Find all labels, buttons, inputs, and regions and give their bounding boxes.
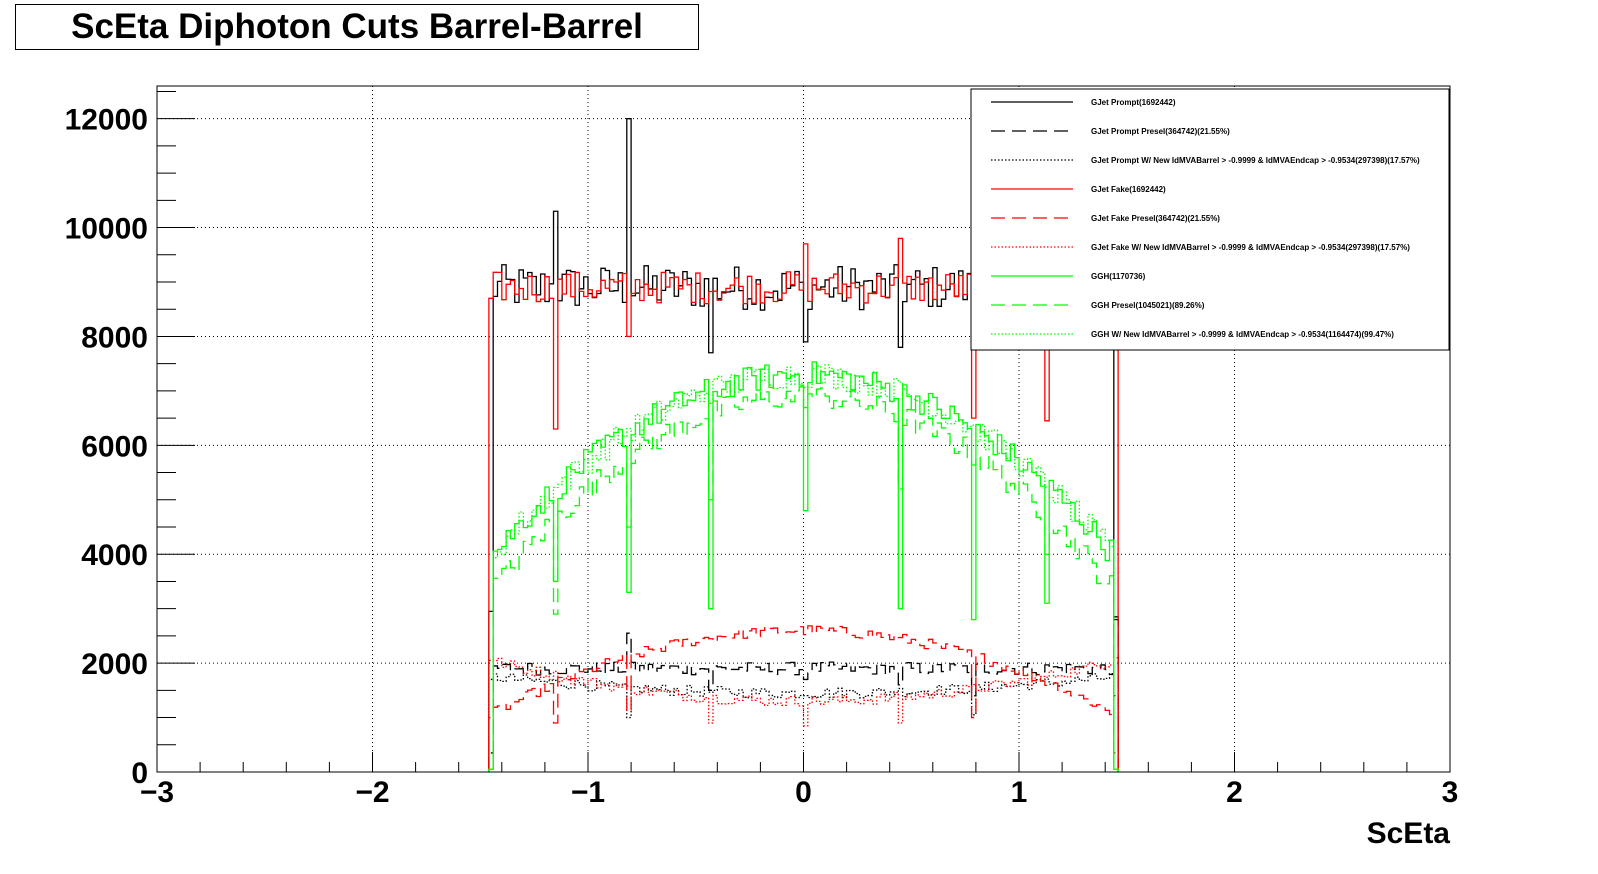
series-line-7 [488, 386, 1119, 772]
x-axis-title: ScEta [1367, 817, 1451, 850]
x-tick-label: 3 [1442, 776, 1459, 809]
y-tick-label: 8000 [81, 321, 148, 354]
legend-label-7: GGH Presel(1045021)(89.26%) [1091, 301, 1205, 310]
y-tick-label: 0 [131, 757, 148, 790]
y-tick-label: 2000 [81, 648, 148, 681]
legend-box [970, 88, 1450, 351]
x-tick-label: 1 [1011, 776, 1028, 809]
x-tick-label: −3 [140, 776, 174, 809]
series-line-8 [488, 364, 1119, 772]
chart-title: ScEta Diphoton Cuts Barrel-Barrel [15, 4, 699, 50]
series-line-6 [488, 361, 1119, 772]
y-tick-label: 6000 [81, 430, 148, 463]
y-tick-label: 10000 [65, 213, 148, 246]
legend-label-8: GGH W/ New IdMVABarrel > -0.9999 & IdMVA… [1091, 330, 1394, 339]
x-tick-label: −2 [355, 776, 389, 809]
legend-label-4: GJet Fake Presel(364742)(21.55%) [1091, 214, 1220, 223]
legend-label-0: GJet Prompt(1692442) [1091, 98, 1176, 107]
x-tick-label: −1 [571, 776, 605, 809]
legend-label-3: GJet Fake(1692442) [1091, 185, 1166, 194]
legend-label-2: GJet Prompt W/ New IdMVABarrel > -0.9999… [1091, 156, 1420, 165]
series-line-2 [488, 673, 1119, 772]
axes: −3 −2 −1 0 1 2 3 0 2000 4000 6000 8000 10000 12000 [65, 90, 1459, 809]
series-line-5 [488, 657, 1119, 772]
legend-label-6: GGH(1170736) [1091, 272, 1146, 281]
x-tick-label: 0 [795, 776, 812, 809]
legend: GJet Prompt(1692442) GJet Prompt Presel(3… [970, 88, 1450, 351]
legend-label-1: GJet Prompt Presel(364742)(21.55%) [1091, 127, 1230, 136]
legend-label-5: GJet Fake W/ New IdMVABarrel > -0.9999 &… [1091, 243, 1410, 252]
series-line-4 [488, 625, 1119, 772]
x-tick-label: 2 [1226, 776, 1243, 809]
y-tick-label: 4000 [81, 539, 148, 572]
y-tick-label: 12000 [65, 104, 148, 137]
